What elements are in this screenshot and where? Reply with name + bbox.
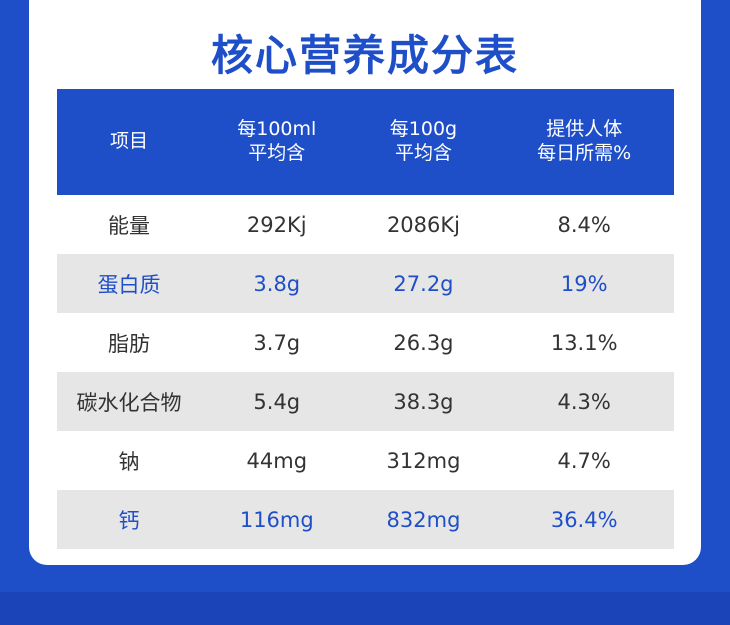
table-cell: 钠 [118,449,140,474]
table-cell: 3.7g [253,330,301,355]
bottom-band [0,592,730,625]
title: 核心营养成分表 [210,31,519,80]
table-row: 能量 292Kj 2086Kj 8.4% [57,195,674,254]
table-cell: 蛋白质 [57,254,201,313]
table-cell: 2086Kj [386,212,460,237]
table-row: 钠 44mg 312mg 4.7% [57,431,674,490]
table-cell: 4.3% [494,372,674,431]
table-cell: 4.7% [557,448,611,473]
table-cell: 19% [494,254,674,313]
column-header: 项目 [57,89,201,195]
table-cell: 116mg [201,490,353,549]
table-row: 碳水化合物 5.4g 38.3g 4.3% [57,372,674,431]
table-cell: 38.3g [352,372,495,431]
table-row: 蛋白质 3.8g 27.2g 19% [57,254,674,313]
table-cell: 26.3g [393,330,454,355]
column-header: 提供人体 每日所需% [494,89,674,195]
table-row: 钙 116mg 832mg 36.4% [57,490,674,549]
table-cell: 832mg [352,490,495,549]
table-cell: 13.1% [550,330,618,355]
table-cell: 36.4% [494,490,674,549]
table-cell: 3.8g [201,254,353,313]
table-cell: 44mg [246,448,308,473]
column-header: 每100ml 平均含 [201,89,353,195]
table-cell: 钙 [57,490,201,549]
column-header: 每100g 平均含 [352,89,495,195]
table-row: 脂肪 3.7g 26.3g 13.1% [57,313,674,372]
table-cell: 8.4% [557,212,611,237]
table-cell: 27.2g [352,254,495,313]
table-cell: 脂肪 [108,331,150,356]
nutrition-table: 项目 每100ml 平均含 每100g 平均含 提供人体 每日所需% 能量 292Kj 2… [57,89,674,549]
table-cell: 292Kj [246,212,307,237]
table-cell: 碳水化合物 [57,372,201,431]
table-cell: 能量 [108,213,150,238]
table-cell: 5.4g [201,372,353,431]
table-cell: 312mg [386,448,461,473]
